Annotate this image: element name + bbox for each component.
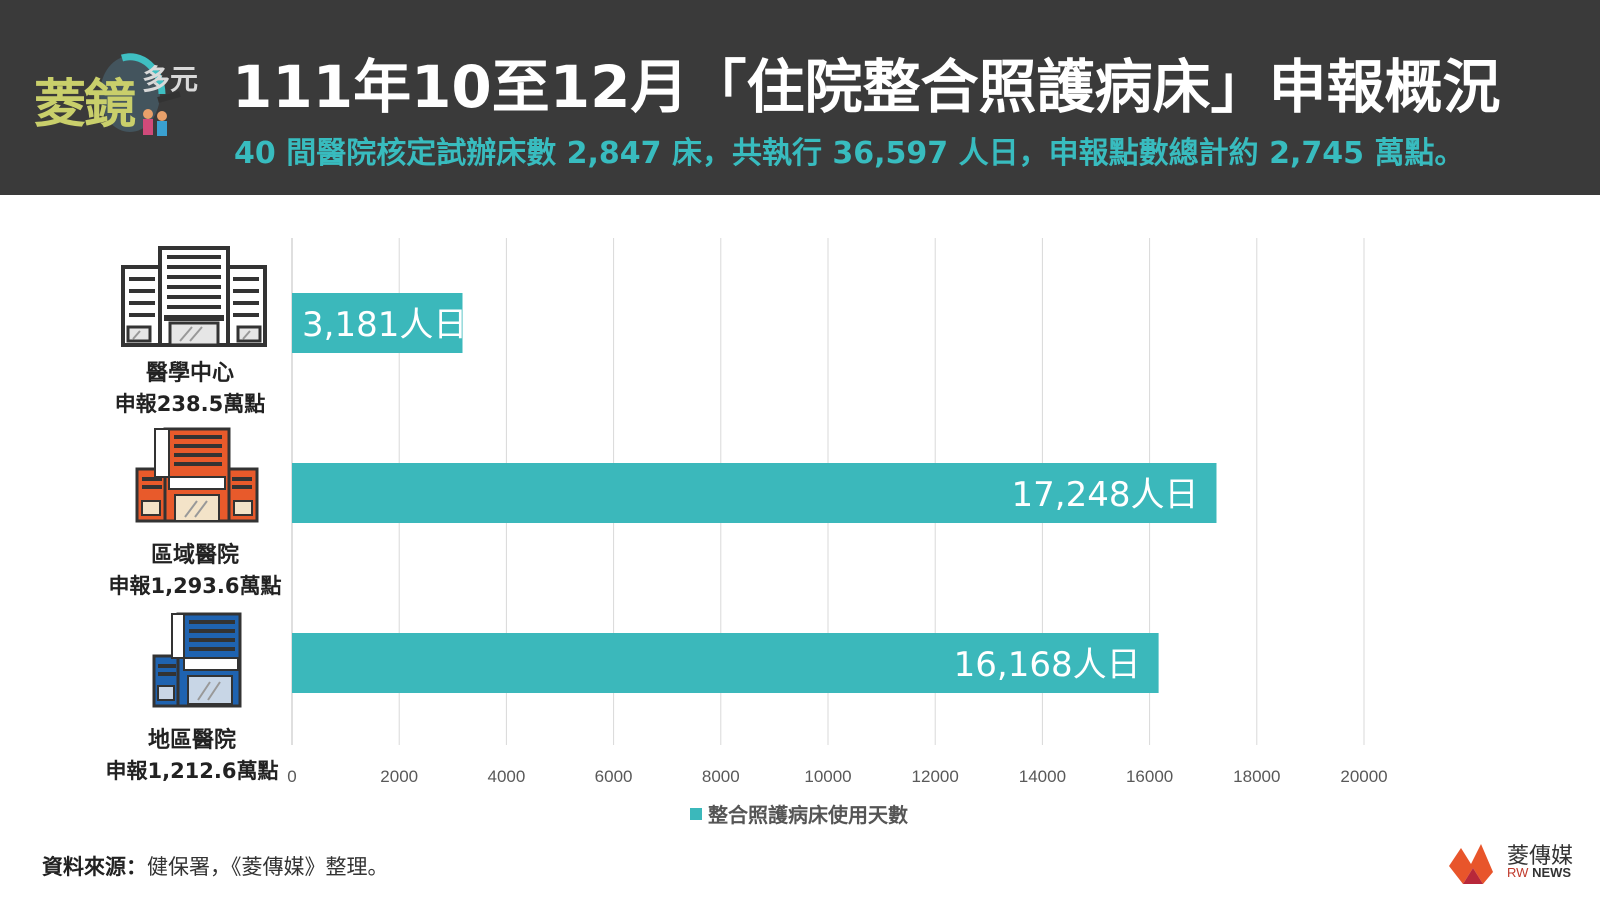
district-hospital-building-icon	[152, 612, 242, 708]
x-tick-label: 20000	[1340, 767, 1387, 786]
x-tick-label: 16000	[1126, 767, 1173, 786]
legend-label: 整合照護病床使用天數	[707, 803, 908, 827]
x-tick-label: 8000	[702, 767, 740, 786]
bar-data-label: 17,248人日	[1012, 475, 1199, 515]
brand-name-en: RW NEWS	[1507, 865, 1571, 880]
data-source-note: 資料來源：健保署，《菱傳媒》整理。	[42, 851, 389, 881]
bar	[292, 293, 463, 353]
category-label-regional-hospital: 區域醫院 申報1,293.6萬點	[70, 540, 320, 602]
brand-name: 菱傳媒	[1507, 844, 1574, 869]
x-tick-label: 10000	[804, 767, 851, 786]
brand-en-suffix: NEWS	[1532, 865, 1572, 880]
category-claim: 申報1,293.6萬點	[108, 574, 282, 598]
bar-chart: 3,181人日 17,248人日 16,168人日 0 2000 4000 6000 800…	[287, 238, 1388, 827]
x-tick-label: 4000	[487, 767, 525, 786]
mirror-logo: 菱鏡 多元	[30, 42, 210, 147]
category-claim: 申報238.5萬點	[114, 392, 266, 416]
category-label-district-hospital: 地區醫院 申報1,212.6萬點	[67, 725, 317, 787]
regional-hospital-building-icon	[135, 427, 259, 523]
source-text: 健保署，《菱傳媒》整理。	[147, 855, 389, 879]
x-tick-label: 6000	[595, 767, 633, 786]
page-title: 111年10至12月「住院整合照護病床」申報概況	[232, 53, 1501, 121]
brand-mark-icon	[1449, 844, 1493, 884]
x-tick-label: 0	[287, 767, 296, 786]
legend-swatch	[690, 808, 702, 820]
category-name: 地區醫院	[147, 728, 236, 753]
medical-center-building-icon	[121, 246, 267, 347]
x-tick-label: 18000	[1233, 767, 1280, 786]
category-claim: 申報1,212.6萬點	[105, 759, 279, 783]
x-tick-label: 14000	[1019, 767, 1066, 786]
source-label: 資料來源：	[42, 855, 147, 879]
logo-text-sub: 多元	[142, 63, 199, 96]
bar	[292, 633, 1159, 693]
page-subtitle: 40 間醫院核定試辦床數 2,847 床，共執行 36,597 人日，申報點數總…	[234, 136, 1465, 171]
brand-en-prefix: RW	[1507, 865, 1529, 880]
bar-data-label: 16,168人日	[954, 645, 1141, 685]
x-tick-label: 2000	[380, 767, 418, 786]
category-label-medical-center: 醫學中心 申報238.5萬點	[65, 358, 315, 420]
category-name: 區域醫院	[150, 543, 239, 568]
x-tick-label: 12000	[912, 767, 959, 786]
bar	[292, 463, 1217, 523]
category-name: 醫學中心	[145, 361, 234, 386]
header-banner: 菱鏡 多元 111年10至12月「住院整合照護病床」申報概況 40 間醫院核定試…	[0, 0, 1600, 195]
brand-logo: 菱傳媒 RW NEWS	[1445, 838, 1595, 888]
bar-data-label: 3,181人日	[302, 305, 467, 345]
magnifier-logo-icon	[100, 53, 181, 136]
logo-text-main: 菱鏡	[34, 75, 136, 135]
